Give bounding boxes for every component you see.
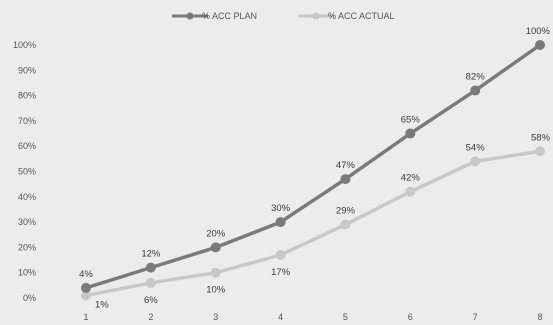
data-point	[340, 219, 351, 230]
y-tick-label: 100%	[13, 40, 36, 50]
data-label: 4%	[79, 269, 93, 280]
data-point	[210, 267, 221, 278]
legend-label: % ACC ACTUAL	[328, 11, 395, 21]
data-point	[535, 146, 545, 157]
data-point	[470, 156, 481, 167]
x-axis: 1 2 3 4 5 6 7 8	[83, 312, 542, 322]
data-point	[275, 217, 286, 228]
y-tick-label: 70%	[18, 116, 36, 126]
data-point	[145, 277, 156, 288]
data-label: 1%	[95, 299, 109, 310]
legend-swatch-marker	[186, 12, 194, 20]
data-label: 20%	[206, 228, 226, 239]
data-point	[340, 174, 351, 185]
legend: % ACC PLAN % ACC ACTUAL	[172, 11, 395, 21]
y-tick-label: 40%	[18, 192, 36, 202]
data-label: 54%	[466, 142, 486, 153]
data-label: 65%	[401, 115, 421, 126]
series-group: 1% 6% 10% 17% 29% 42% 54% 58% 4% 12% 20% 30% 47% 65% 8…	[79, 26, 550, 310]
data-label: 82%	[466, 72, 486, 83]
y-tick-label: 0%	[23, 293, 36, 303]
data-point	[145, 262, 156, 273]
series-line	[84, 43, 542, 290]
x-tick-label: 4	[278, 312, 283, 322]
data-label: 12%	[141, 249, 161, 260]
x-tick-label: 6	[408, 312, 413, 322]
x-tick-label: 5	[343, 312, 348, 322]
y-tick-label: 30%	[18, 217, 36, 227]
y-axis: 0% 10% 20% 30% 40% 50% 60% 70% 80% 90% 100%	[13, 40, 36, 303]
x-tick-label: 8	[537, 312, 542, 322]
data-label: 6%	[144, 295, 158, 306]
x-tick-label: 3	[213, 312, 218, 322]
data-label: 58%	[531, 132, 551, 143]
data-point	[405, 128, 416, 139]
data-point	[405, 186, 416, 197]
series-line	[84, 149, 542, 298]
y-tick-label: 20%	[18, 242, 36, 252]
x-tick-label: 1	[83, 312, 88, 322]
data-point	[535, 40, 545, 50]
data-label: 42%	[401, 173, 421, 184]
data-label: 30%	[271, 203, 291, 214]
data-label: 29%	[336, 206, 356, 217]
data-point	[81, 290, 91, 301]
data-label: 100%	[526, 26, 551, 37]
data-point	[81, 282, 91, 293]
data-point	[210, 242, 221, 253]
data-point	[275, 249, 286, 260]
data-label: 17%	[271, 267, 291, 278]
legend-label: % ACC PLAN	[202, 11, 257, 21]
series-actual: 1% 6% 10% 17% 29% 42% 54% 58%	[81, 132, 551, 310]
data-label: 47%	[336, 160, 356, 171]
y-tick-label: 80%	[18, 91, 36, 101]
data-point	[470, 85, 481, 96]
data-label: 10%	[206, 285, 226, 296]
y-tick-label: 50%	[18, 167, 36, 177]
x-tick-label: 2	[148, 312, 153, 322]
x-tick-label: 7	[473, 312, 478, 322]
y-tick-label: 10%	[18, 268, 36, 278]
y-tick-label: 90%	[18, 65, 36, 75]
series-plan: 4% 12% 20% 30% 47% 65% 82% 100%	[79, 26, 551, 293]
legend-swatch-marker	[312, 12, 320, 20]
y-tick-label: 60%	[18, 141, 36, 151]
